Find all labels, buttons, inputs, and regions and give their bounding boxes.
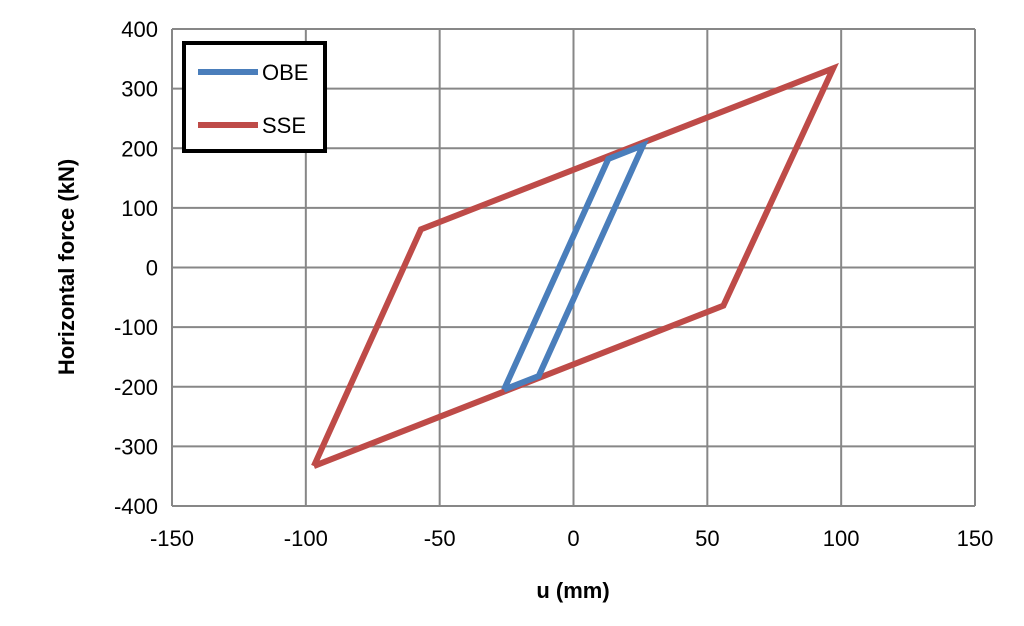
x-tick-label: -100 bbox=[284, 526, 328, 551]
x-axis-label: u (mm) bbox=[536, 578, 609, 603]
y-tick-label: -400 bbox=[114, 494, 158, 519]
y-tick-label: -200 bbox=[114, 375, 158, 400]
x-tick-label: 50 bbox=[695, 526, 719, 551]
tick-labels: -150 -100 -50 0 50 100 150 -400 -300 -200 -100 0 100… bbox=[114, 17, 993, 551]
grid bbox=[171, 28, 976, 507]
legend: OBE SSE bbox=[182, 41, 327, 153]
x-tick-label: -150 bbox=[150, 526, 194, 551]
x-tick-label: 100 bbox=[823, 526, 860, 551]
y-tick-label: -100 bbox=[114, 315, 158, 340]
series-line-sse bbox=[311, 62, 839, 469]
series-lines bbox=[311, 62, 839, 469]
series-line-obe bbox=[501, 139, 649, 393]
y-tick-label: 400 bbox=[121, 17, 158, 42]
legend-box bbox=[182, 41, 327, 153]
x-tick-label: 150 bbox=[957, 526, 994, 551]
x-tick-label: -50 bbox=[424, 526, 456, 551]
y-axis-label: Horizontal force (kN) bbox=[54, 159, 79, 375]
y-tick-label: 300 bbox=[121, 77, 158, 102]
y-tick-label: 0 bbox=[146, 256, 158, 281]
y-tick-label: -300 bbox=[114, 434, 158, 459]
y-tick-label: 200 bbox=[121, 136, 158, 161]
x-tick-label: 0 bbox=[567, 526, 579, 551]
y-tick-label: 100 bbox=[121, 196, 158, 221]
legend-label-obe: OBE bbox=[262, 60, 308, 85]
legend-label-sse: SSE bbox=[262, 113, 306, 138]
